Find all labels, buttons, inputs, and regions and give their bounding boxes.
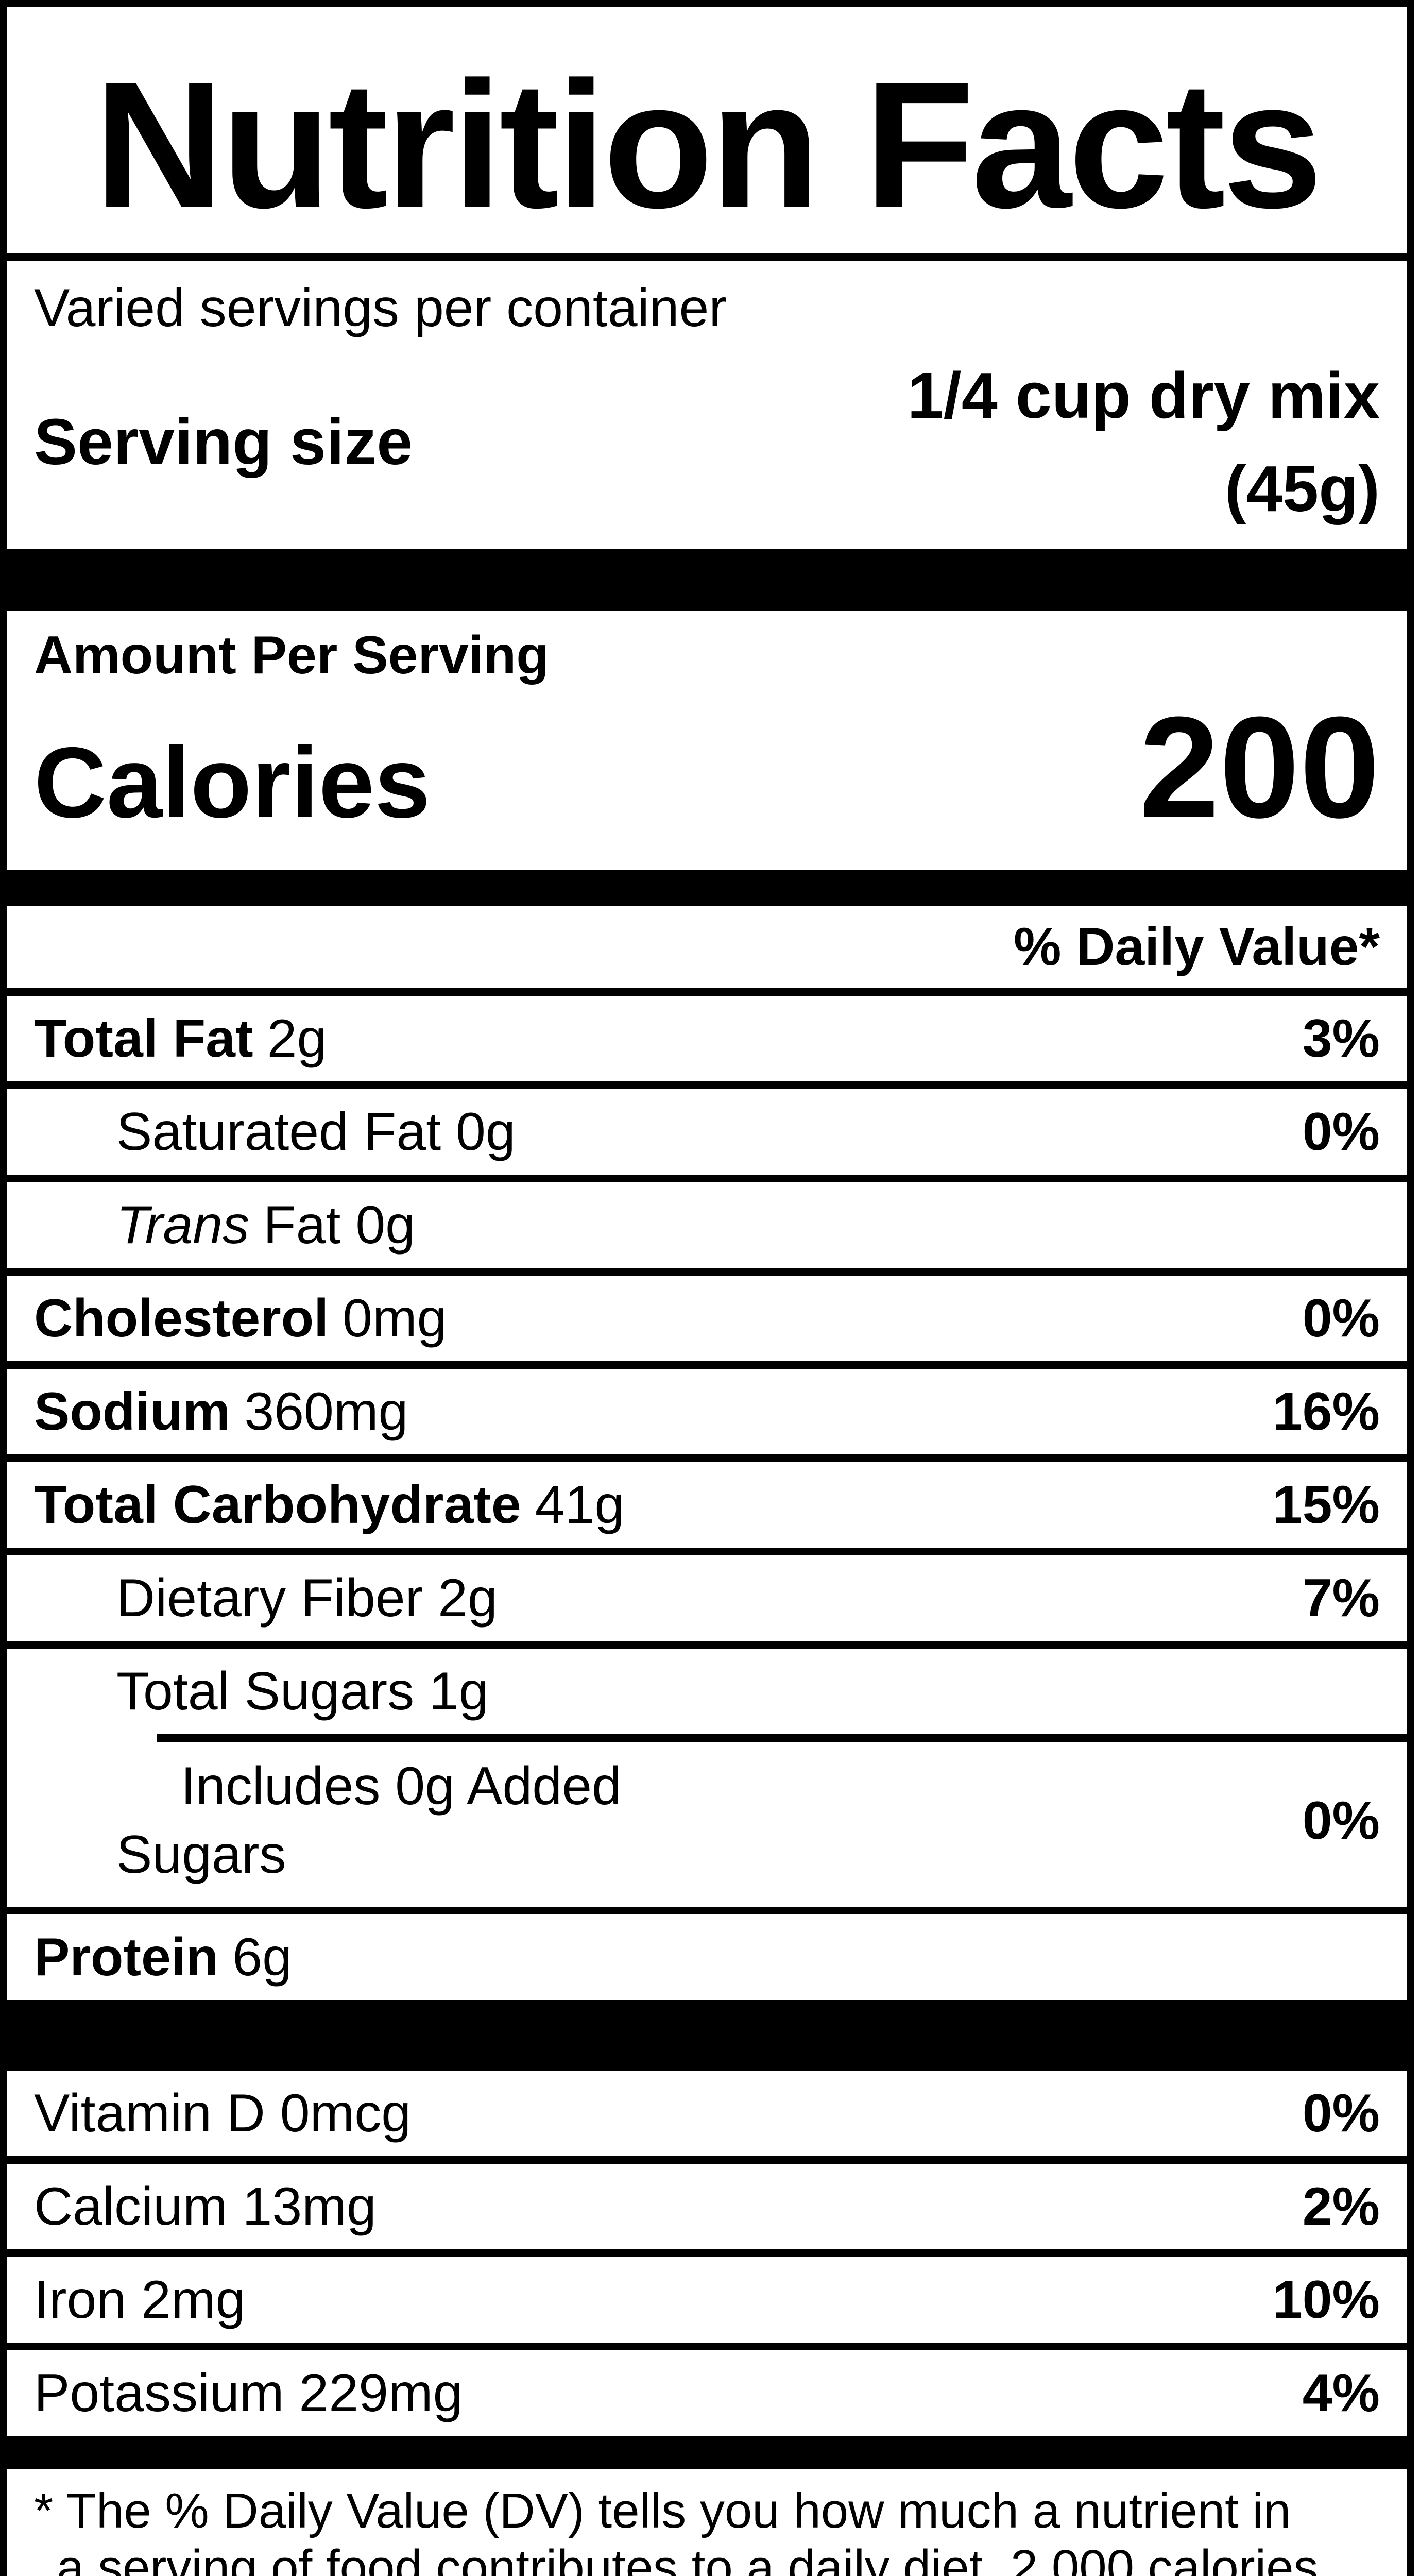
nutrient-name-amount: Cholesterol 0mg — [34, 1289, 447, 1348]
daily-value: 0% — [1302, 2083, 1380, 2143]
serving-size-value-line2: (45g) — [1224, 452, 1380, 525]
nutrient-row-total-carbohydrate: Total Carbohydrate 41g 15% — [7, 1462, 1407, 1555]
serving-size-value: 1/4 cup dry mix (45g) — [908, 349, 1380, 535]
micronutrient-row-calcium: Calcium 13mg 2% — [7, 2164, 1407, 2257]
indented-rule — [157, 1734, 1407, 1742]
daily-value: 15% — [1272, 1475, 1380, 1535]
nutrient-name-amount: Vitamin D 0mcg — [34, 2083, 412, 2143]
serving-size-row: Serving size 1/4 cup dry mix (45g) — [7, 349, 1407, 535]
footnote-line: a serving of food contributes to a daily… — [57, 2540, 1319, 2576]
separator-bar-thick — [7, 549, 1407, 611]
nutrient-name-amount: Trans Fat 0g — [116, 1195, 415, 1255]
daily-value-footnote: * The % Daily Value (DV) tells you how m… — [7, 2469, 1407, 2576]
nutrient-row-protein: Protein 6g — [7, 1914, 1407, 2000]
nutrient-name-amount: Calcium 13mg — [34, 2177, 377, 2236]
nutrient-row-dietary-fiber: Dietary Fiber 2g 7% — [7, 1555, 1407, 1649]
nutrient-name-amount: Dietary Fiber 2g — [116, 1568, 498, 1628]
nutrient-row-total-sugars: Total Sugars 1g — [7, 1649, 1407, 1734]
micronutrient-row-potassium: Potassium 229mg 4% — [7, 2350, 1407, 2436]
nutrient-row-added-sugars: Includes 0g Added Sugars 0% — [7, 1734, 1407, 1914]
nutrient-name-amount: Saturated Fat 0g — [116, 1102, 516, 1162]
nutrient-name-amount: Includes 0g Added Sugars — [116, 1756, 622, 1885]
nutrient-row-total-fat: Total Fat 2g 3% — [7, 996, 1407, 1089]
daily-value: 16% — [1272, 1382, 1380, 1442]
serving-size-label: Serving size — [34, 405, 413, 478]
nutrient-name-amount: Protein 6g — [34, 1927, 292, 1987]
separator-bar-medium — [7, 870, 1407, 906]
daily-value: 4% — [1302, 2363, 1380, 2423]
nutrient-name-amount: Total Carbohydrate 41g — [34, 1475, 625, 1535]
daily-value: 2% — [1302, 2177, 1380, 2236]
nutrient-row-saturated-fat: Saturated Fat 0g 0% — [7, 1089, 1407, 1182]
calories-label: Calories — [34, 726, 431, 839]
nutrient-name-amount: Iron 2mg — [34, 2270, 246, 2330]
nutrient-row-trans-fat: Trans Fat 0g — [7, 1182, 1407, 1276]
daily-value: 3% — [1302, 1009, 1380, 1069]
nutrient-name-amount: Sodium 360mg — [34, 1382, 408, 1442]
daily-value: 0% — [1302, 1102, 1380, 1162]
daily-value: 7% — [1302, 1568, 1380, 1628]
footnote-line: * The % Daily Value (DV) tells you how m… — [34, 2483, 1291, 2538]
separator-bar-thick — [7, 2000, 1407, 2071]
daily-value: 0% — [1302, 1790, 1380, 1851]
nutrient-name-amount: Potassium 229mg — [34, 2363, 463, 2423]
nutrient-row-cholesterol: Cholesterol 0mg 0% — [7, 1276, 1407, 1369]
nutrient-row-sodium: Sodium 360mg 16% — [7, 1369, 1407, 1462]
separator-bar-medium — [7, 2436, 1407, 2469]
serving-size-value-line1: 1/4 cup dry mix — [907, 359, 1380, 432]
daily-value-header: % Daily Value* — [7, 906, 1407, 996]
label-title: Nutrition Facts — [7, 7, 1407, 261]
daily-value: 0% — [1302, 1289, 1380, 1348]
calories-value: 200 — [1139, 687, 1380, 848]
servings-per-container: Varied servings per container — [34, 278, 727, 338]
daily-value: 10% — [1272, 2270, 1380, 2330]
amount-per-serving: Amount Per Serving — [34, 625, 549, 685]
micronutrient-row-vitamin-d: Vitamin D 0mcg 0% — [7, 2071, 1407, 2164]
nutrient-name-amount: Total Sugars 1g — [116, 1662, 489, 1721]
calories-row: Calories 200 — [7, 693, 1407, 852]
nutrient-name-amount: Total Fat 2g — [34, 1009, 327, 1069]
micronutrient-row-iron: Iron 2mg 10% — [7, 2257, 1407, 2350]
